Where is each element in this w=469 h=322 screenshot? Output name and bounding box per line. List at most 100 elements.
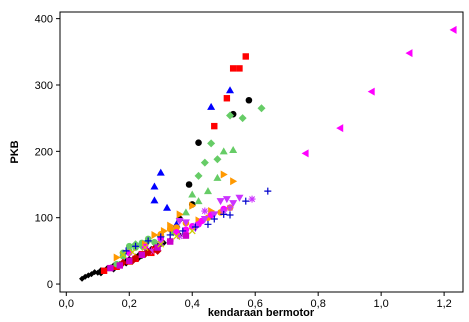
y-tick-label: 100 [35, 213, 53, 225]
data-point [220, 170, 228, 179]
data-point [242, 53, 249, 60]
data-point [166, 238, 174, 245]
data-point [113, 253, 121, 262]
data-point [336, 124, 344, 133]
data-points [79, 25, 457, 282]
data-point [144, 248, 153, 257]
data-point [229, 65, 237, 72]
data-point [405, 49, 413, 58]
x-axis-title: kendaraan bermotor [208, 307, 315, 319]
data-point [195, 139, 202, 147]
data-point [213, 173, 222, 181]
data-point [226, 204, 234, 212]
x-tick-label: 0,2 [122, 298, 137, 310]
x-tick-label: 0,6 [248, 298, 263, 310]
data-point [157, 240, 165, 248]
data-point [176, 232, 184, 240]
data-point [226, 111, 235, 120]
data-point [189, 201, 197, 210]
x-tick-label: 1,0 [373, 298, 388, 310]
data-point [116, 262, 124, 269]
y-axis-title: PKB [9, 140, 21, 163]
data-point [242, 197, 250, 205]
y-tick-label: 300 [35, 80, 53, 92]
data-point [223, 95, 231, 102]
data-point [176, 210, 184, 219]
data-point [248, 195, 256, 203]
data-point [150, 182, 159, 190]
y-tick-label: 200 [35, 146, 53, 158]
data-point [182, 232, 190, 239]
data-point [200, 216, 209, 224]
data-point [222, 196, 231, 204]
data-point [185, 181, 193, 188]
data-point [138, 251, 146, 259]
data-point [226, 211, 234, 219]
data-point [219, 147, 228, 155]
data-point [166, 225, 174, 233]
data-point [191, 223, 199, 231]
data-point [245, 96, 253, 104]
data-point [163, 203, 172, 211]
y-tick-label: 400 [35, 14, 53, 26]
data-point [367, 87, 375, 96]
data-point [203, 187, 212, 195]
data-point [301, 149, 309, 158]
data-point [150, 196, 159, 204]
data-point [235, 194, 244, 202]
data-point [188, 190, 197, 198]
y-axis: 0 100 200 300 400 [35, 14, 60, 291]
data-point [216, 198, 225, 206]
x-tick-label: 0,4 [185, 298, 200, 310]
data-point [229, 200, 238, 208]
data-point [207, 102, 216, 110]
data-point [156, 168, 165, 176]
data-point [166, 231, 174, 239]
data-point [173, 224, 180, 231]
data-point [220, 210, 228, 218]
y-tick-label: 0 [47, 279, 53, 291]
data-point [213, 155, 222, 164]
data-point [201, 207, 209, 215]
data-point [122, 247, 130, 255]
data-point [207, 139, 216, 148]
data-point [182, 226, 190, 233]
plot-frame [59, 11, 464, 293]
data-point [210, 211, 219, 219]
data-point [119, 251, 127, 259]
data-point [236, 65, 243, 72]
data-point [181, 208, 190, 216]
data-point [151, 230, 159, 239]
data-point [175, 218, 184, 226]
data-point [181, 219, 190, 227]
data-point [188, 227, 196, 235]
data-point [147, 247, 155, 255]
data-point [157, 233, 165, 241]
data-point [173, 232, 180, 240]
data-point [257, 104, 266, 113]
data-point [194, 171, 203, 180]
data-point [194, 197, 203, 205]
data-point [144, 237, 152, 245]
data-point [141, 244, 149, 251]
data-point [157, 238, 165, 246]
data-point [151, 238, 158, 246]
data-point [210, 215, 218, 223]
data-point [238, 114, 247, 123]
x-tick-label: 1,2 [436, 298, 451, 310]
data-point [107, 264, 114, 272]
x-tick-label: 0,0 [59, 298, 74, 310]
data-point [154, 244, 161, 251]
data-point [226, 86, 235, 94]
data-point [125, 242, 133, 250]
data-point [126, 257, 133, 265]
x-axis: 0,0 0,2 0,4 0,6 0,8 1,0 1,2 [59, 292, 452, 310]
data-point [449, 25, 457, 34]
data-point [264, 187, 272, 195]
data-point [204, 220, 212, 228]
x-tick-label: 0,8 [311, 298, 326, 310]
data-point [230, 177, 238, 186]
data-point [229, 146, 238, 154]
data-point [128, 248, 136, 256]
